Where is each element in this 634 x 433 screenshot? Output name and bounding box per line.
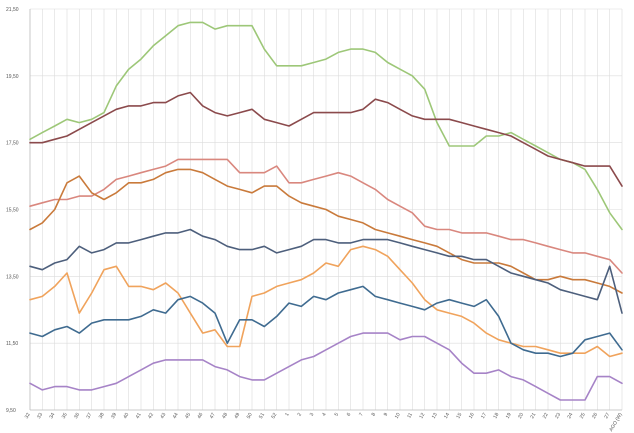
y-axis-tick-labels: 9,50 11,50 13,50 15,50 17,50 19,50 21,50 [6,7,19,414]
y-tick-label: 9,50 [6,408,16,414]
x-tick-label: 25 [579,412,587,420]
x-tick-label: 49 [233,412,241,420]
x-tick-label: 1 [284,412,291,418]
x-tick-label: 39 [110,412,118,420]
x-tick-label: 21 [529,412,537,420]
x-tick-label: 24 [566,412,574,420]
x-tick-label: 6 [346,412,353,418]
x-tick-label: 42 [147,412,155,420]
y-tick-label: 13,50 [6,274,19,280]
series-line-5 [29,228,623,314]
series-line-8 [29,332,623,401]
series-line-3 [29,158,623,274]
series-line-4 [29,168,623,294]
y-tick-label: 15,50 [6,208,19,214]
x-tick-label: 47 [209,412,217,420]
x-tick-label: 51 [258,412,266,420]
x-tick-label: 11 [406,412,414,420]
x-axis-tick-labels: 32 33 34 35 36 37 38 39 40 41 42 43 44 45 46 47 48 49 50 51… [24,412,624,433]
x-tick-label: 35 [61,412,69,420]
x-tick-label: 4 [321,412,328,418]
x-tick-label: 12 [418,412,426,420]
x-tick-label: 50 [246,412,254,420]
x-tick-label: 44 [172,412,180,420]
x-tick-label: 40 [122,412,130,420]
x-tick-label: 17 [480,412,488,420]
x-tick-label: 52 [270,412,278,420]
x-tick-label: 37 [85,412,93,420]
x-tick-label: 34 [48,412,56,420]
series-layer [29,21,623,401]
x-tick-label: 48 [221,412,229,420]
x-tick-label: 33 [36,412,44,420]
x-tick-label: 27 [603,412,611,420]
x-tick-label: 36 [73,412,81,420]
x-tick-label: 16 [468,412,476,420]
x-tick-label: 46 [196,412,204,420]
x-tick-label: 2 [296,412,303,418]
x-tick-label: 19 [505,412,513,420]
x-tick-label: 8 [370,412,377,418]
x-tick-label: 38 [98,412,106,420]
x-tick-label: 32 [24,412,32,420]
x-tick-label: 5 [333,412,340,418]
series-line-1 [29,21,623,231]
x-tick-label: 43 [159,412,167,420]
x-tick-label: 10 [394,412,402,420]
grid-layer [29,8,623,411]
x-tick-label: 3 [309,412,316,418]
x-tick-label: 14 [443,412,451,420]
y-tick-label: 11,50 [6,341,18,347]
x-tick-label: 18 [492,412,500,420]
x-tick-label: 45 [184,412,192,420]
x-tick-label: 22 [542,412,550,420]
x-tick-label: 23 [554,412,562,420]
x-tick-label: 26 [591,412,599,420]
series-line-7 [29,285,623,358]
series-line-6 [29,245,623,358]
x-tick-label: 15 [455,412,463,420]
x-tick-label: 20 [517,412,525,420]
series-line-2 [29,91,623,187]
x-tick-label: 7 [358,412,365,418]
y-tick-label: 19,50 [6,74,19,80]
x-tick-label: 41 [135,412,143,420]
y-tick-label: 21,50 [6,7,19,13]
x-tick-label: 13 [431,412,439,420]
x-tick-label: 9 [383,412,390,418]
y-tick-label: 17,50 [6,141,19,147]
